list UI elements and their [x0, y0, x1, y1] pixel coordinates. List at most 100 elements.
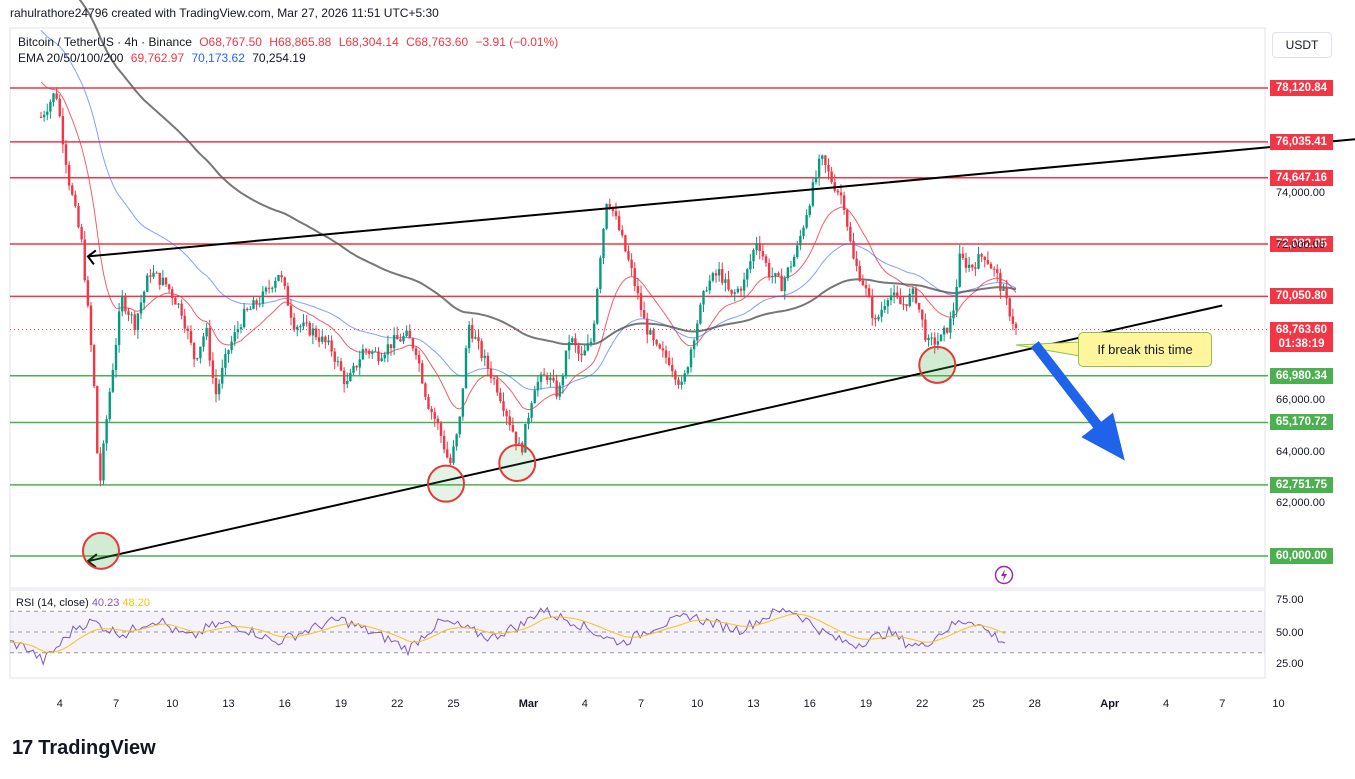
candle-body	[761, 250, 765, 257]
candle-body	[371, 351, 374, 354]
candle-body	[102, 443, 105, 481]
candle-body	[786, 267, 790, 279]
candle-body	[783, 278, 786, 292]
date-tick: 19	[859, 698, 873, 710]
candle-body	[961, 253, 965, 259]
candle-body	[261, 291, 265, 304]
horizontal-levels	[10, 87, 1268, 557]
candle-body	[105, 419, 108, 444]
candle-body	[749, 261, 752, 270]
candle-body	[917, 303, 921, 310]
candle-body	[114, 344, 118, 371]
candle-body	[274, 280, 277, 288]
candle-body	[405, 330, 408, 337]
candle-body	[789, 266, 793, 268]
candle-body	[439, 423, 443, 436]
date-tick: 4	[581, 698, 588, 710]
candle-body	[283, 277, 286, 287]
candle-body	[39, 116, 43, 118]
candle-body	[52, 93, 55, 102]
candle-body	[561, 376, 565, 386]
candle-body	[967, 264, 971, 268]
candle-body	[117, 311, 121, 345]
candle-body	[133, 314, 136, 330]
candle-body	[302, 322, 305, 327]
candle-body	[142, 291, 146, 303]
candle-body	[827, 165, 830, 172]
candle-body	[564, 350, 568, 377]
candle-body	[661, 348, 665, 351]
candle-body	[449, 457, 452, 464]
candle-body	[664, 350, 668, 358]
candle-body	[349, 372, 352, 381]
candle-body	[908, 294, 911, 307]
date-tick: 19	[334, 698, 348, 710]
candle-body	[921, 309, 924, 320]
candle-body	[211, 360, 215, 378]
candle-body	[489, 368, 493, 379]
candle-body	[849, 226, 852, 242]
candle-body	[742, 279, 746, 291]
candle-body	[905, 304, 908, 307]
candle-body	[124, 295, 127, 312]
candle-body	[1008, 298, 1011, 317]
candle-body	[471, 325, 474, 339]
candle-body	[889, 295, 893, 301]
candle-body	[86, 280, 90, 306]
candle-body	[624, 235, 627, 252]
candle-body	[511, 425, 515, 432]
candle-body	[89, 305, 93, 346]
candle-body	[996, 269, 999, 274]
ema-legend[interactable]: EMA 20/50/100/200 69,762.97 70,173.62 70…	[18, 51, 310, 65]
candle-body	[199, 346, 202, 359]
candle-body	[836, 190, 840, 193]
candle-body	[508, 416, 511, 426]
candle-body	[136, 313, 140, 330]
candle-body	[546, 375, 549, 380]
candle-body	[892, 292, 896, 296]
candle-body	[655, 339, 658, 345]
symbol-name[interactable]: Bitcoin / TetherUS · 4h · Binance	[18, 35, 192, 49]
candle-body	[717, 269, 721, 276]
candle-body	[683, 373, 686, 382]
candle-body	[499, 392, 502, 402]
candle-body	[327, 340, 330, 343]
candle-body	[733, 292, 736, 294]
candle-body	[927, 337, 930, 341]
price-tick: 66,000.00	[1276, 394, 1325, 407]
candle-body	[586, 343, 590, 351]
tradingview-logo[interactable]: 17 TradingView	[12, 737, 156, 760]
candle-body	[42, 114, 46, 118]
candle-body	[58, 98, 61, 117]
candle-body	[792, 256, 796, 267]
currency-button[interactable]: USDT	[1272, 32, 1332, 58]
candle-body	[189, 330, 193, 343]
candle-body	[521, 442, 524, 453]
candle-body	[617, 216, 621, 231]
candle-body	[1011, 316, 1015, 324]
candle-body	[667, 357, 671, 365]
candle-body	[127, 311, 130, 315]
candle-body	[771, 275, 774, 277]
low-circle	[918, 345, 957, 384]
candle-body	[483, 355, 486, 359]
candle-body	[377, 351, 380, 362]
flash-icon[interactable]	[994, 565, 1014, 585]
current-price-label: 68,763.60 01:38:19	[1270, 322, 1333, 352]
candle-body	[799, 235, 802, 246]
high-value: H68,865.88	[269, 35, 332, 49]
price-pane-border	[9, 27, 1266, 589]
candle-body	[680, 381, 683, 385]
candle-body	[227, 350, 230, 355]
level-label: 65,170.72	[1270, 414, 1333, 431]
candle-body	[874, 317, 877, 320]
logo-mark: 17	[12, 737, 33, 759]
candle-body	[614, 211, 618, 217]
candle-body	[633, 268, 636, 287]
low-circle	[427, 464, 465, 503]
price-tick: 62,000.00	[1276, 497, 1325, 510]
rsi-legend[interactable]: RSI (14, close) 40.23 48.20	[16, 597, 150, 609]
candle-body	[436, 418, 440, 424]
candle-body	[461, 388, 465, 417]
